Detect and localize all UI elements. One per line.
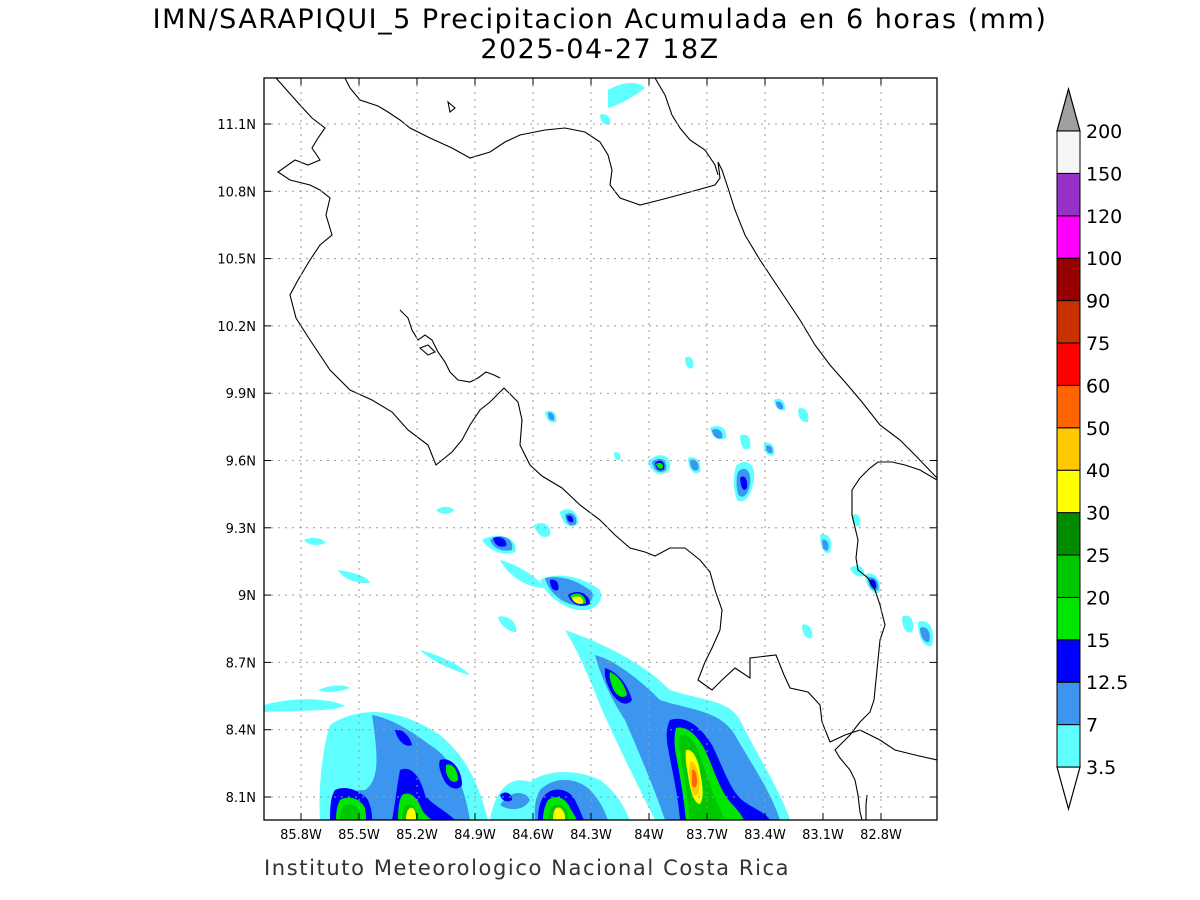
colorbar-level-label: 100 <box>1086 248 1122 270</box>
colorbar-swatch <box>1056 596 1081 641</box>
colorbar-swatch <box>1056 172 1081 217</box>
lon-tick-label: 84W <box>634 828 664 843</box>
lon-tick-label: 83.1W <box>802 828 844 843</box>
lat-tick-label: 10.5N <box>217 253 256 268</box>
lat-tick-label: 10.8N <box>217 185 256 200</box>
colorbar-swatch <box>1056 469 1081 514</box>
colorbar-level-label: 25 <box>1086 545 1110 567</box>
colorbar-swatch <box>1056 427 1081 471</box>
colorbar-level-label: 120 <box>1086 206 1122 228</box>
lat-tick-label: 8.7N <box>226 656 256 671</box>
colorbar-level-label: 150 <box>1086 163 1122 185</box>
colorbar-level-label: 7 <box>1086 715 1098 737</box>
colorbar-level-label: 40 <box>1086 460 1110 482</box>
colorbar-swatch <box>1056 130 1081 174</box>
lat-tick-label: 8.4N <box>226 724 256 739</box>
lon-tick-label: 85.8W <box>280 828 322 843</box>
lon-tick-label: 84.6W <box>512 828 554 843</box>
colorbar-swatch <box>1056 300 1081 344</box>
coastlines <box>275 78 937 820</box>
map-title: IMN/SARAPIQUI_5 Precipitacion Acumulada … <box>152 4 1048 35</box>
lat-tick-label: 11.1N <box>217 118 256 133</box>
lon-tick-label: 82.8W <box>860 828 902 843</box>
colorbar-level-label: 90 <box>1086 291 1110 313</box>
lon-tick-label: 85.2W <box>396 828 438 843</box>
colorbar-level-label: 12.5 <box>1086 672 1128 694</box>
colorbar-level-label: 20 <box>1086 587 1110 609</box>
colorbar-level-label: 200 <box>1086 121 1122 143</box>
colorbar-swatch <box>1056 342 1081 386</box>
lat-tick-label: 8.1N <box>226 791 256 806</box>
precip-level-3-5 <box>264 83 934 820</box>
colorbar-under-arrow <box>1056 766 1081 812</box>
lat-tick-label: 9.6N <box>226 455 256 470</box>
lon-tick-label: 83.4W <box>744 828 786 843</box>
lon-tick-label: 85.5W <box>338 828 380 843</box>
lon-tick-label: 84.3W <box>570 828 612 843</box>
colorbar-swatch <box>1056 512 1081 556</box>
colorbar-level-label: 3.5 <box>1086 757 1116 779</box>
colorbar-swatch <box>1056 384 1081 429</box>
colorbar-level-label: 30 <box>1086 503 1110 525</box>
colorbar-swatch <box>1056 681 1081 726</box>
colorbar-swatch <box>1056 639 1081 683</box>
colorbar-level-label: 15 <box>1086 630 1110 652</box>
colorbar-level-label: 75 <box>1086 333 1110 355</box>
lat-tick-label: 10.2N <box>217 320 256 335</box>
lat-tick-label: 9.9N <box>226 387 256 402</box>
graticule <box>264 78 937 820</box>
colorbar-swatch <box>1056 554 1081 598</box>
map-frame <box>263 77 938 821</box>
lat-tick-label: 9.3N <box>226 522 256 537</box>
colorbar-swatch <box>1056 257 1081 302</box>
precip-level-50 <box>692 769 697 788</box>
footer-credit: Instituto Meteorologico Nacional Costa R… <box>264 856 791 880</box>
colorbar-swatch <box>1056 215 1081 259</box>
colorbar-level-label: 50 <box>1086 418 1110 440</box>
lat-tick-label: 9N <box>238 589 256 604</box>
lon-tick-label: 84.9W <box>454 828 496 843</box>
lon-tick-label: 83.7W <box>686 828 728 843</box>
map-valid-time: 2025-04-27 18Z <box>480 34 720 65</box>
colorbar: 3.5 7 12.5 15 20 25 30 40 50 60 75 90 100 120 150 200 <box>1056 86 1128 812</box>
colorbar-level-label: 60 <box>1086 375 1110 397</box>
precipitation-field <box>264 83 934 820</box>
axis-labels: 85.8W 85.5W 85.2W 84.9W 84.6W 84.3W 84W 83.7W 83… <box>217 118 902 843</box>
colorbar-swatch <box>1056 724 1081 768</box>
colorbar-over-arrow <box>1056 86 1081 132</box>
